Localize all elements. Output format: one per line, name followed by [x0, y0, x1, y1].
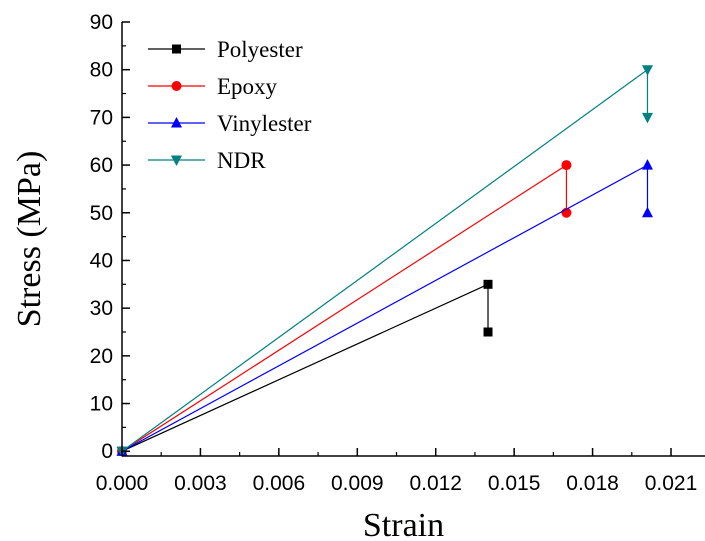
y-tick-label: 90 [90, 11, 113, 34]
x-tick-label: 0.009 [331, 472, 384, 495]
axes: 0 10 20 30 40 50 60 70 80 90 0.000 0.003 0.006 0.009 0… [90, 11, 705, 495]
y-tick-label: 20 [90, 345, 113, 368]
legend-marker-polyester [172, 44, 181, 54]
x-tick-label: 0.021 [645, 472, 698, 495]
data-point-vinylester-1 [641, 159, 653, 170]
data-point-epoxy-1 [561, 160, 572, 171]
legend-label-epoxy: Epoxy [217, 74, 278, 99]
y-tick-label: 70 [90, 106, 113, 129]
x-tick-label: 0.015 [488, 472, 541, 495]
axis-titles: Strain Stress (MPa) [11, 151, 444, 541]
legend-marker-ndr [171, 155, 182, 166]
x-tick-label: 0.012 [409, 472, 462, 495]
y-tick-label: 80 [90, 59, 113, 82]
y-axis-title: Stress (MPa) [11, 151, 48, 328]
series-line-polyester [121, 283, 489, 452]
y-tick-label: 40 [90, 249, 113, 272]
series-line-vinylester [121, 164, 649, 452]
x-tick-label: 0.003 [174, 472, 227, 495]
data-point-ndr-1 [641, 65, 653, 76]
x-tick-label: 0.000 [96, 472, 149, 495]
data-point-ndr-2 [641, 112, 653, 124]
legend: Polyester Epoxy Vinylester NDR [148, 37, 312, 173]
legend-label-ndr: NDR [217, 148, 266, 173]
data-point-vinylester-2 [641, 206, 653, 218]
y-tick-label: 50 [90, 202, 113, 225]
legend-marker-epoxy [171, 81, 182, 91]
legend-marker-vinylester [171, 117, 182, 128]
y-tick-label: 30 [90, 297, 113, 320]
y-tick-label: 0 [101, 440, 113, 463]
x-axis-title: Strain [363, 507, 444, 541]
x-tick-label: 0.006 [253, 472, 306, 495]
data-point-polyester-2 [483, 327, 493, 337]
y-tick-label: 10 [90, 393, 113, 416]
series-line-ndr [121, 68, 649, 452]
plot-area [116, 65, 653, 458]
x-tick-label: 0.018 [566, 472, 619, 495]
legend-label-polyester: Polyester [217, 37, 303, 62]
data-point-polyester-1 [483, 279, 493, 289]
series-line-epoxy [121, 163, 568, 452]
legend-label-vinylester: Vinylester [217, 111, 312, 136]
y-tick-label: 60 [90, 154, 113, 177]
